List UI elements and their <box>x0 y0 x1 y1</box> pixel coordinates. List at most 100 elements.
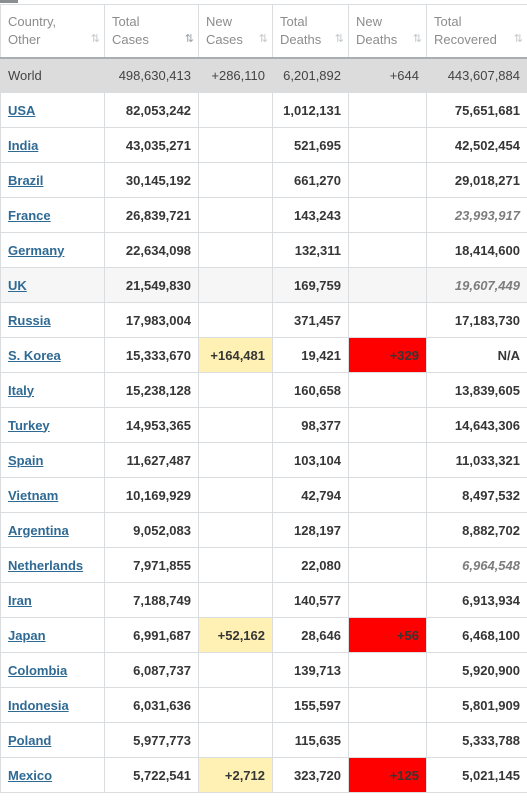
total-deaths-cell: 28,646 <box>272 617 349 653</box>
total-recovered-cell: 5,333,788 <box>426 722 527 758</box>
total-recovered-cell: 18,414,600 <box>426 232 527 268</box>
sort-arrows-icon[interactable]: ⇅ <box>334 33 344 45</box>
total-recovered-cell: 17,183,730 <box>426 302 527 338</box>
country-link[interactable]: Poland <box>8 732 52 748</box>
world-total-row: World 498,630,413 +286,110 6,201,892 +64… <box>0 57 527 93</box>
country-link[interactable]: S. Korea <box>8 347 61 363</box>
country-link[interactable]: Netherlands <box>8 557 84 573</box>
new-deaths-cell <box>348 442 427 478</box>
country-cell: Spain <box>0 442 105 478</box>
country-cell: Germany <box>0 232 105 268</box>
table-row: France 26,839,721 143,243 23,993,917 <box>0 197 527 233</box>
total-deaths-cell: 143,243 <box>272 197 349 233</box>
total-deaths-cell: 140,577 <box>272 582 349 618</box>
total-cases-cell: 22,634,098 <box>104 232 199 268</box>
new-deaths-cell <box>348 302 427 338</box>
new-deaths-cell <box>348 687 427 723</box>
table-row: Mexico 5,722,541 +2,712 323,720 +125 5,021,14… <box>0 757 527 793</box>
country-link[interactable]: Brazil <box>8 172 44 188</box>
table-row: Indonesia 6,031,636 155,597 5,801,909 <box>0 687 527 723</box>
total-recovered-cell: 6,468,100 <box>426 617 527 653</box>
country-cell: India <box>0 127 105 163</box>
sort-arrows-icon[interactable]: ⇅ <box>513 33 523 45</box>
new-cases-cell: +164,481 <box>198 337 273 373</box>
country-cell: USA <box>0 92 105 128</box>
country-cell: Argentina <box>0 512 105 548</box>
new-cases-cell <box>198 197 273 233</box>
country-cell: Italy <box>0 372 105 408</box>
world-label: World <box>0 57 105 93</box>
table-row: Vietnam 10,169,929 42,794 8,497,532 <box>0 477 527 513</box>
column-header-new-deaths[interactable]: New Deaths ⇅ <box>348 4 427 59</box>
sort-arrows-icon[interactable]: ⇅ <box>258 33 268 45</box>
total-deaths-cell: 115,635 <box>272 722 349 758</box>
country-link[interactable]: Vietnam <box>8 487 59 503</box>
country-link[interactable]: Turkey <box>8 417 50 433</box>
country-cell: Brazil <box>0 162 105 198</box>
country-cell: Russia <box>0 302 105 338</box>
total-deaths-cell: 139,713 <box>272 652 349 688</box>
country-link[interactable]: Argentina <box>8 522 69 538</box>
total-cases-cell: 11,627,487 <box>104 442 199 478</box>
total-deaths-cell: 42,794 <box>272 477 349 513</box>
total-deaths-cell: 521,695 <box>272 127 349 163</box>
country-link[interactable]: UK <box>8 277 27 293</box>
new-cases-cell <box>198 302 273 338</box>
new-deaths-cell: +125 <box>348 757 427 793</box>
country-link[interactable]: Italy <box>8 382 35 398</box>
country-cell: Vietnam <box>0 477 105 513</box>
country-cell: Iran <box>0 582 105 618</box>
new-deaths-cell: +329 <box>348 337 427 373</box>
country-link[interactable]: Japan <box>8 627 46 643</box>
country-link[interactable]: Indonesia <box>8 697 69 713</box>
total-cases-cell: 5,977,773 <box>104 722 199 758</box>
column-header-total-cases[interactable]: Total Cases ⇅ <box>104 4 199 59</box>
sort-arrows-icon[interactable]: ⇅ <box>412 33 422 45</box>
country-link[interactable]: India <box>8 137 39 153</box>
total-deaths-cell: 160,658 <box>272 372 349 408</box>
new-deaths-cell <box>348 197 427 233</box>
total-cases-cell: 5,722,541 <box>104 757 199 793</box>
new-cases-cell <box>198 407 273 443</box>
sort-descending-icon[interactable]: ⇅ <box>184 33 194 45</box>
total-deaths-cell: 323,720 <box>272 757 349 793</box>
country-link[interactable]: Colombia <box>8 662 68 678</box>
column-header-new-cases[interactable]: New Cases ⇅ <box>198 4 273 59</box>
sort-arrows-icon[interactable]: ⇅ <box>90 33 100 45</box>
table-row: Poland 5,977,773 115,635 5,333,788 <box>0 722 527 758</box>
country-cell: UK <box>0 267 105 303</box>
country-link[interactable]: Germany <box>8 242 65 258</box>
country-link[interactable]: Mexico <box>8 767 53 783</box>
total-recovered-cell: 8,497,532 <box>426 477 527 513</box>
new-cases-cell: +52,162 <box>198 617 273 653</box>
table-row: Japan 6,991,687 +52,162 28,646 +56 6,468,100 <box>0 617 527 653</box>
total-recovered-cell: 19,607,449 <box>426 267 527 303</box>
column-header-total-deaths[interactable]: Total Deaths ⇅ <box>272 4 349 59</box>
total-deaths-cell: 169,759 <box>272 267 349 303</box>
country-cell: S. Korea <box>0 337 105 373</box>
total-recovered-cell: 42,502,454 <box>426 127 527 163</box>
column-header-total-recovered[interactable]: Total Recovered ⇅ <box>426 4 527 59</box>
country-cell: Netherlands <box>0 547 105 583</box>
total-cases-cell: 7,971,855 <box>104 547 199 583</box>
country-link[interactable]: Spain <box>8 452 44 468</box>
country-cell: Japan <box>0 617 105 653</box>
new-cases-cell <box>198 477 273 513</box>
new-cases-cell <box>198 652 273 688</box>
table-row: Brazil 30,145,192 661,270 29,018,271 <box>0 162 527 198</box>
country-link[interactable]: France <box>8 207 51 223</box>
country-link[interactable]: USA <box>8 102 36 118</box>
new-cases-cell <box>198 162 273 198</box>
world-total-cases: 498,630,413 <box>104 57 199 93</box>
new-deaths-cell <box>348 512 427 548</box>
column-header-country[interactable]: Country, Other ⇅ <box>0 4 105 59</box>
table-row: Germany 22,634,098 132,311 18,414,600 <box>0 232 527 268</box>
total-recovered-cell: 75,651,681 <box>426 92 527 128</box>
world-new-cases: +286,110 <box>198 57 273 93</box>
total-deaths-cell: 371,457 <box>272 302 349 338</box>
country-link[interactable]: Russia <box>8 312 51 328</box>
country-link[interactable]: Iran <box>8 592 32 608</box>
total-deaths-cell: 155,597 <box>272 687 349 723</box>
table-row: Colombia 6,087,737 139,713 5,920,900 <box>0 652 527 688</box>
new-deaths-cell <box>348 92 427 128</box>
